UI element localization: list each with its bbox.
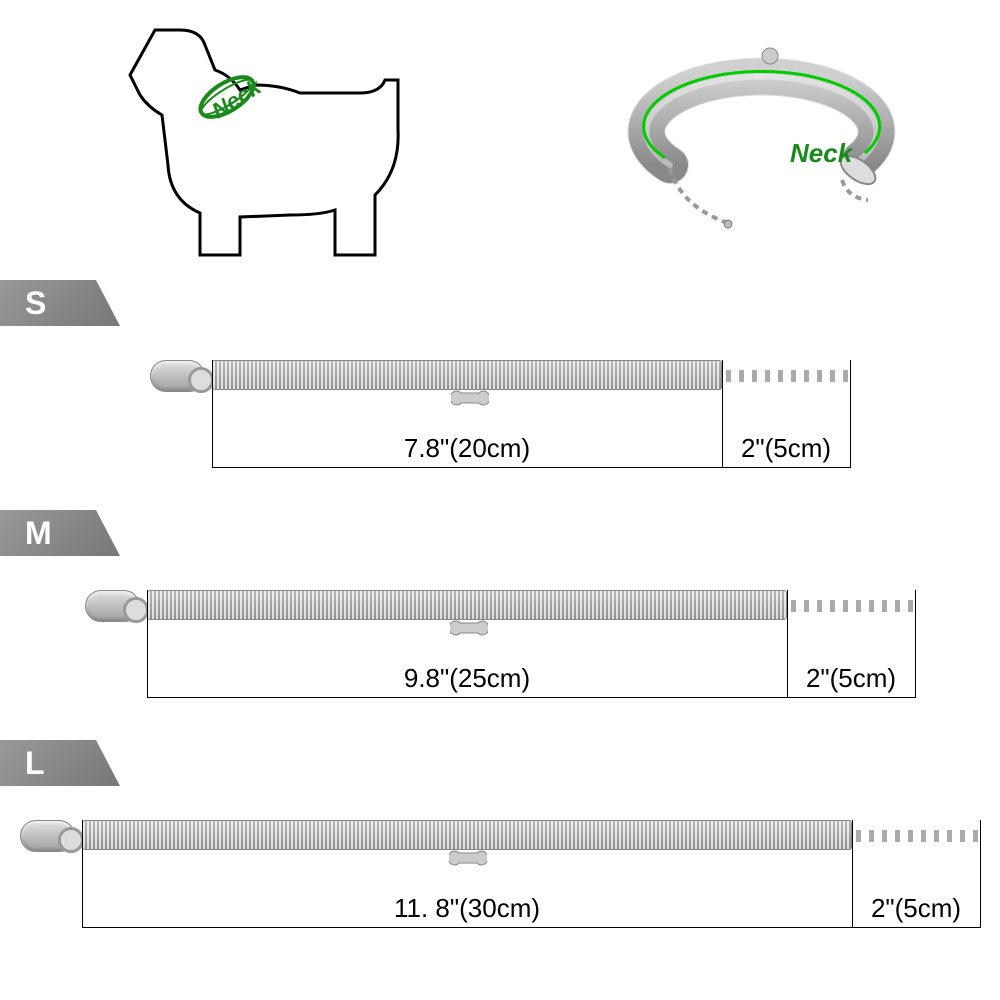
dog-outline-svg: Neck [100, 15, 430, 265]
collar-photo: Neck [610, 30, 930, 230]
collar-strip-m: 9.8"(25cm) 2"(5cm) [85, 572, 915, 652]
clasp-icon [20, 820, 75, 852]
size-block-l: L 11. 8"(30cm) 2"(5cm) [0, 740, 1000, 970]
clasp-icon [85, 590, 140, 622]
collar-svg [610, 30, 930, 230]
ext-length-l: 2"(5cm) [871, 893, 961, 924]
collar-strip-l: 11. 8"(30cm) 2"(5cm) [20, 802, 980, 882]
ext-length-m: 2"(5cm) [806, 663, 896, 694]
size-tab-l: L [0, 740, 120, 786]
main-length-m: 9.8"(25cm) [404, 663, 530, 694]
size-block-s: S 7.8"(20cm) 2"(5cm) [0, 280, 1000, 510]
dog-outline-diagram: Neck [100, 15, 430, 265]
ext-length-s: 2"(5cm) [741, 433, 831, 464]
rhinestone-band [147, 590, 787, 620]
main-length-s: 7.8"(20cm) [404, 433, 530, 464]
measurement-l: 11. 8"(30cm) 2"(5cm) [82, 858, 980, 928]
size-block-m: M 9.8"(25cm) 2"(5cm) [0, 510, 1000, 740]
clasp-icon [150, 360, 205, 392]
top-section: Neck Nec [0, 0, 1000, 280]
rhinestone-band [212, 360, 722, 390]
dog-neck-label: Neck [207, 73, 266, 123]
measurement-s: 7.8"(20cm) 2"(5cm) [212, 398, 850, 468]
collar-neck-label: Neck [790, 138, 852, 169]
measurement-m: 9.8"(25cm) 2"(5cm) [147, 628, 915, 698]
collar-strip-s: 7.8"(20cm) 2"(5cm) [150, 342, 850, 422]
main-length-l: 11. 8"(30cm) [394, 893, 540, 924]
size-tab-s: S [0, 280, 120, 326]
size-tab-m: M [0, 510, 120, 556]
extension-chain [787, 600, 915, 612]
rhinestone-band [82, 820, 852, 850]
extension-chain [722, 370, 850, 382]
extension-chain [852, 830, 980, 842]
